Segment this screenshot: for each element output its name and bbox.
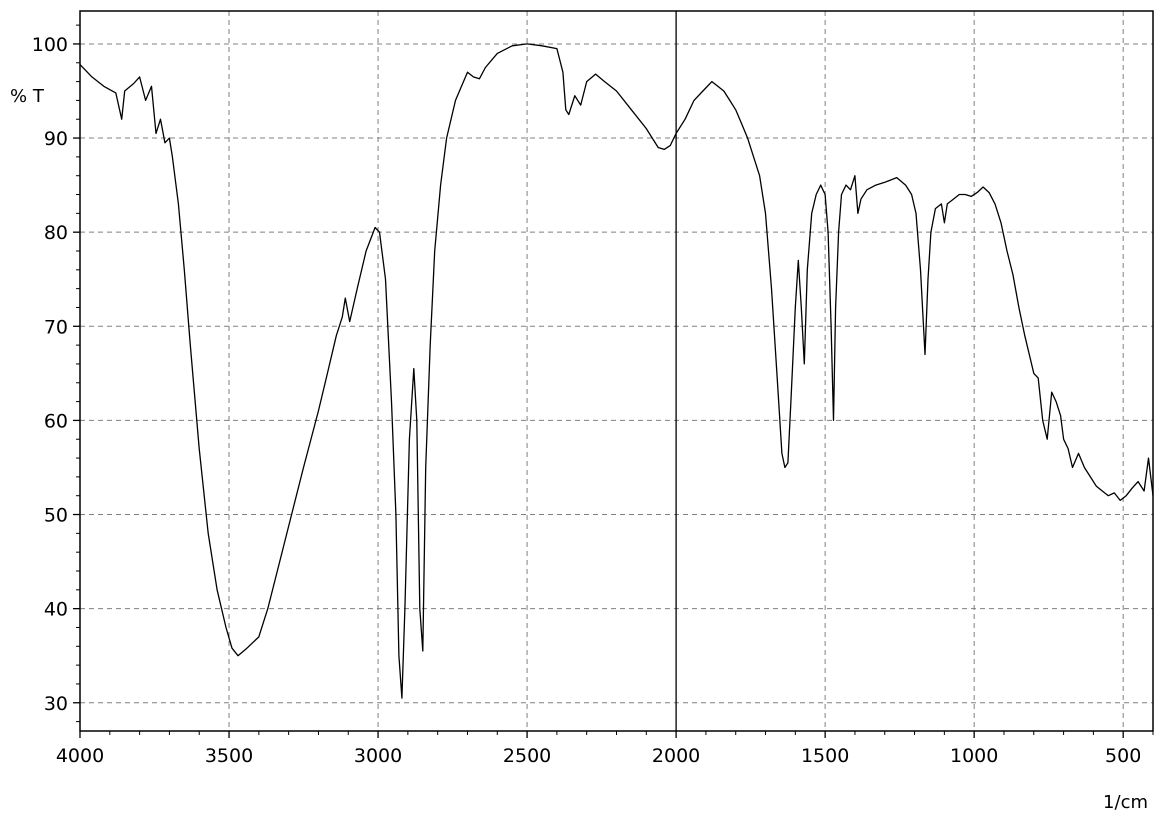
y-tick-label: 50 bbox=[44, 505, 68, 527]
y-tick-label: 90 bbox=[44, 128, 68, 150]
grid-lines bbox=[80, 11, 1153, 731]
y-tick-label: 100 bbox=[32, 34, 68, 56]
x-tick-label: 1500 bbox=[801, 745, 849, 767]
x-tick-labels: 4000 3500 3000 2500 2000 1500 1000 500 bbox=[56, 745, 1142, 767]
y-tick-label: 60 bbox=[44, 410, 68, 432]
y-tick-labels: 30 40 50 60 70 80 90 100 bbox=[32, 34, 68, 715]
plot-frame bbox=[79, 10, 1154, 732]
x-tick-label: 500 bbox=[1105, 745, 1141, 767]
y-tick-label: 80 bbox=[44, 222, 68, 244]
x-tick-label: 3000 bbox=[354, 745, 402, 767]
x-axis-label: 1/cm bbox=[1103, 792, 1148, 813]
y-tick-label: 30 bbox=[44, 693, 68, 715]
x-tick-label: 2000 bbox=[652, 745, 700, 767]
x-tick-label: 3500 bbox=[205, 745, 253, 767]
spectrum-line bbox=[79, 43, 1154, 699]
y-tick-label: 70 bbox=[44, 316, 68, 338]
x-tick-label: 4000 bbox=[56, 745, 104, 767]
x-tick-label: 1000 bbox=[950, 745, 998, 767]
y-tick-label: 40 bbox=[44, 599, 68, 621]
x-tick-label: 2500 bbox=[503, 745, 551, 767]
plot-area bbox=[80, 11, 1153, 731]
y-axis-label: % T bbox=[10, 86, 45, 107]
